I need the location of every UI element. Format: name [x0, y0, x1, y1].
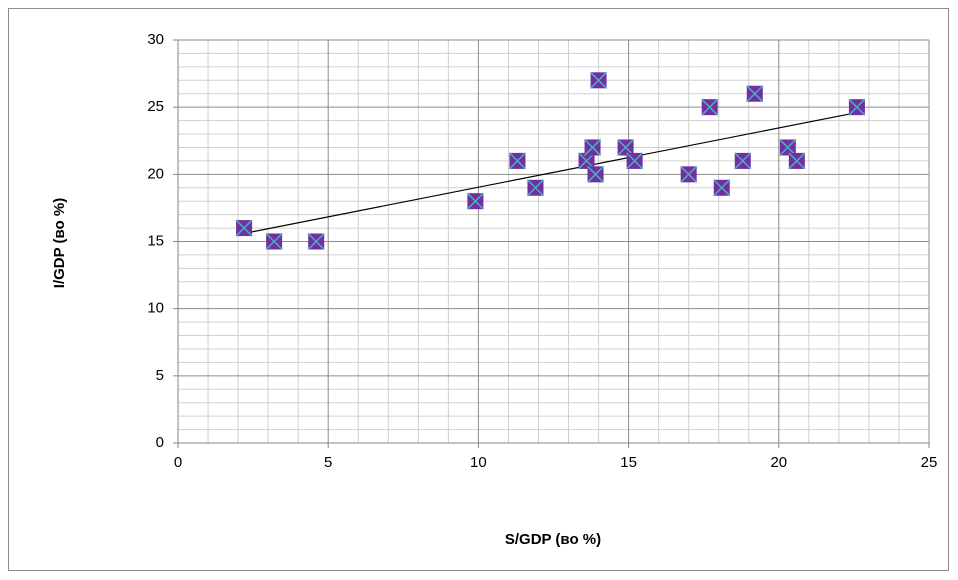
point-cross [235, 219, 253, 237]
y-tick-label: 15 [147, 232, 164, 249]
point [578, 152, 596, 170]
point [779, 138, 797, 156]
point-cross [848, 98, 866, 116]
point [734, 152, 752, 170]
point-cross [746, 85, 764, 103]
y-axis-title: I/GDP (во %) [51, 198, 68, 288]
point [626, 152, 644, 170]
point-cross [680, 165, 698, 183]
point [587, 165, 605, 183]
y-tick-label: 10 [147, 300, 164, 317]
x-tick-label: 20 [770, 454, 787, 471]
point-cross [779, 138, 797, 156]
point-cross [734, 152, 752, 170]
point [590, 71, 608, 89]
point-cross [587, 165, 605, 183]
point-cross [508, 152, 526, 170]
x-tick-label: 5 [324, 454, 332, 471]
point [584, 138, 602, 156]
point [235, 219, 253, 237]
point [788, 152, 806, 170]
point [848, 98, 866, 116]
point-cross [617, 138, 635, 156]
point [526, 179, 545, 197]
point [617, 138, 635, 156]
point-cross [584, 138, 602, 156]
y-tick-label: 5 [156, 367, 164, 384]
y-tick-label: 20 [147, 165, 164, 182]
point [713, 179, 731, 197]
point [680, 165, 698, 183]
x-axis-title: S/GDP (во %) [505, 531, 601, 548]
point [746, 85, 764, 103]
point-cross [307, 232, 325, 251]
point-cross [788, 152, 806, 170]
point-cross [626, 152, 644, 170]
point-cross [713, 179, 731, 197]
point [508, 152, 526, 170]
y-tick-label: 30 [147, 31, 164, 48]
x-tick-label: 10 [470, 454, 487, 471]
point-cross [466, 192, 484, 210]
x-tick-label: 25 [921, 454, 938, 471]
point-cross [590, 71, 608, 89]
point [307, 232, 325, 251]
point-cross [526, 179, 545, 197]
point [466, 192, 484, 210]
point-cross [701, 98, 719, 116]
point [701, 98, 719, 116]
x-tick-label: 15 [620, 454, 637, 471]
point [265, 232, 283, 251]
y-tick-label: 25 [147, 98, 164, 115]
point-cross [265, 232, 283, 251]
trendline [243, 111, 858, 235]
y-tick-label: 0 [156, 434, 164, 451]
point-cross [578, 152, 596, 170]
x-tick-label: 0 [174, 454, 182, 471]
